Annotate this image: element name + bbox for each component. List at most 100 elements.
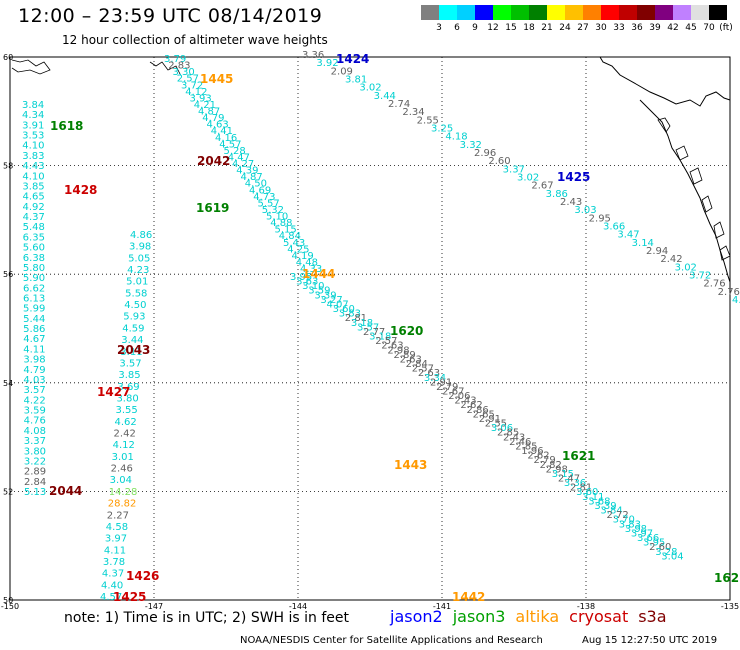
wave-height-value: 2.43 — [454, 396, 476, 407]
chart-subtitle: 12 hour collection of altimeter wave hei… — [62, 33, 328, 47]
wave-height-value: 3.57 — [357, 322, 379, 333]
wave-height-value: 3.27 — [320, 295, 342, 306]
pass-time-label: 1427 — [97, 385, 130, 399]
wave-height-value: 4.76 — [24, 416, 46, 427]
scale-label: 42 — [667, 23, 679, 33]
wave-height-value: 5.93 — [123, 312, 145, 323]
pass-labels: 1424 1445 1618 2042 1428 1425 1619 1444 1620 2043… — [49, 52, 739, 604]
wave-height-value: 4.43 — [22, 161, 44, 172]
wave-height-value: 4.84 — [279, 231, 301, 242]
wave-height-value: 4.11 — [23, 344, 45, 355]
scale-label: 70 — [703, 23, 715, 33]
wave-height-value: 3.11 — [120, 347, 142, 358]
wave-height-value: 3.66 — [637, 533, 659, 544]
scale-label: 36 — [631, 23, 643, 33]
wave-height-value: 3.97 — [105, 534, 127, 545]
wave-height-value: 5.86 — [23, 324, 45, 335]
wave-height-value: 2.74 — [388, 99, 410, 110]
wave-height-value: 2.63 — [381, 341, 403, 352]
wave-height-value: 4.07 — [327, 299, 349, 310]
wave-height-value: 2.85 — [497, 428, 519, 439]
wave-height-value: 3.79 — [164, 54, 186, 65]
wave-height-value: 3.44 — [374, 91, 396, 102]
wave-height-value: 4.21 — [194, 100, 216, 111]
chart-title: 12:00 – 23:59 UTC 08/14/2019 — [18, 5, 323, 27]
map-frame — [9, 56, 731, 601]
wave-height-value: 3.32 — [460, 140, 482, 151]
wave-height-value: 28.82 — [108, 499, 137, 510]
legend-jason3: jason3 — [452, 607, 506, 626]
wave-height-value: 5.15 — [275, 225, 297, 236]
wave-height-value: 3.44 — [121, 335, 143, 346]
latitude-label: 54 — [3, 379, 13, 388]
scale-label: 9 — [472, 23, 478, 33]
wave-height-value: 3.68 — [588, 496, 610, 507]
wave-height-value: 3.03 — [574, 205, 596, 216]
scale-swatch — [493, 5, 511, 20]
pass-time-label: 1444 — [302, 267, 335, 281]
scale-unit: (ft) — [719, 23, 733, 33]
wave-height-value: 3.91 — [22, 120, 44, 131]
pass-time-label: 1443 — [394, 458, 427, 472]
pass-time-label: 1619 — [196, 201, 229, 215]
wave-height-value: 5.13 — [24, 487, 46, 498]
scale-swatch — [565, 5, 583, 20]
pass-time-label: 1445 — [200, 72, 233, 86]
wave-height-value: 2.06 — [448, 391, 470, 402]
generated-timestamp: Aug 15 12:27:50 UTC 2019 — [582, 635, 718, 646]
wave-height-value: 2.89 — [393, 350, 415, 361]
wave-height-value: 5.48 — [23, 222, 45, 233]
wave-height-value: 3.39 — [594, 501, 616, 512]
wave-height-value: 3.37 — [24, 436, 46, 447]
pass-time-label: 1425 — [113, 590, 146, 604]
wave-height-value: 2.81 — [570, 483, 592, 494]
wave-height-value: 3.78 — [103, 557, 125, 568]
scale-label: 12 — [487, 23, 499, 33]
wave-height-value: 4.67 — [23, 334, 45, 345]
pass-time-label: 2042 — [197, 154, 230, 168]
wave-height-value: 4.73 — [253, 192, 275, 203]
scale-swatch — [511, 5, 529, 20]
wave-height-value: 3.06 — [491, 423, 513, 434]
wave-height-value: 3.60 — [576, 487, 598, 498]
wave-height-value: 2.57 — [412, 364, 434, 375]
wave-height-value: 3.22 — [24, 456, 46, 467]
scale-label: 6 — [454, 23, 460, 33]
wave-height-value: 5.58 — [125, 288, 147, 299]
wave-height-value: 4.79 — [202, 113, 224, 124]
wave-height-value: 4.16 — [215, 133, 237, 144]
wave-height-value: 5.80 — [23, 263, 45, 274]
wave-height-value: 2.72 — [607, 510, 629, 521]
wave-height-value: 2.76 — [703, 279, 725, 290]
wave-height-value: 2.65 — [473, 409, 495, 420]
longitude-label: -144 — [289, 602, 307, 611]
track-values: 3.792.833.302.573.724.123.934.214.874.79… — [22, 50, 740, 603]
wave-height-value: 4.58 — [106, 522, 128, 533]
wave-height-value: 2.57 — [177, 74, 199, 85]
wave-height-value: 2.86 — [467, 405, 489, 416]
wave-height-value: 5.57 — [258, 198, 280, 209]
scale-swatch — [691, 5, 709, 20]
pass-time-label: 2043 — [117, 343, 150, 357]
wave-height-value: 2.47 — [558, 474, 580, 485]
wave-height-value: 4.22 — [24, 395, 46, 406]
scale-swatch — [475, 5, 493, 20]
wave-height-value: 3.37 — [503, 164, 525, 175]
scale-swatch — [655, 5, 673, 20]
wave-height-value: 2.81 — [345, 313, 367, 324]
wave-height-value: 3.72 — [689, 271, 711, 282]
longitude-label: -147 — [145, 602, 163, 611]
kodiak-coastline — [149, 61, 181, 75]
wave-height-value: 2.60 — [649, 542, 671, 553]
wave-height-value: 3.98 — [23, 355, 45, 366]
pass-time-label: 1425 — [557, 170, 590, 184]
legend-jason2: jason2 — [390, 607, 443, 626]
wave-height-value: 6.35 — [23, 232, 45, 243]
wave-height-value: 2.77 — [363, 327, 385, 338]
latitude-label: 60 — [3, 53, 13, 62]
wave-height-value: 4.57 — [219, 139, 241, 150]
wave-height-value: 4.18 — [445, 132, 467, 143]
kenai-coastline — [11, 59, 51, 75]
wave-height-value: 2.95 — [589, 213, 611, 224]
scale-swatch — [547, 5, 565, 20]
